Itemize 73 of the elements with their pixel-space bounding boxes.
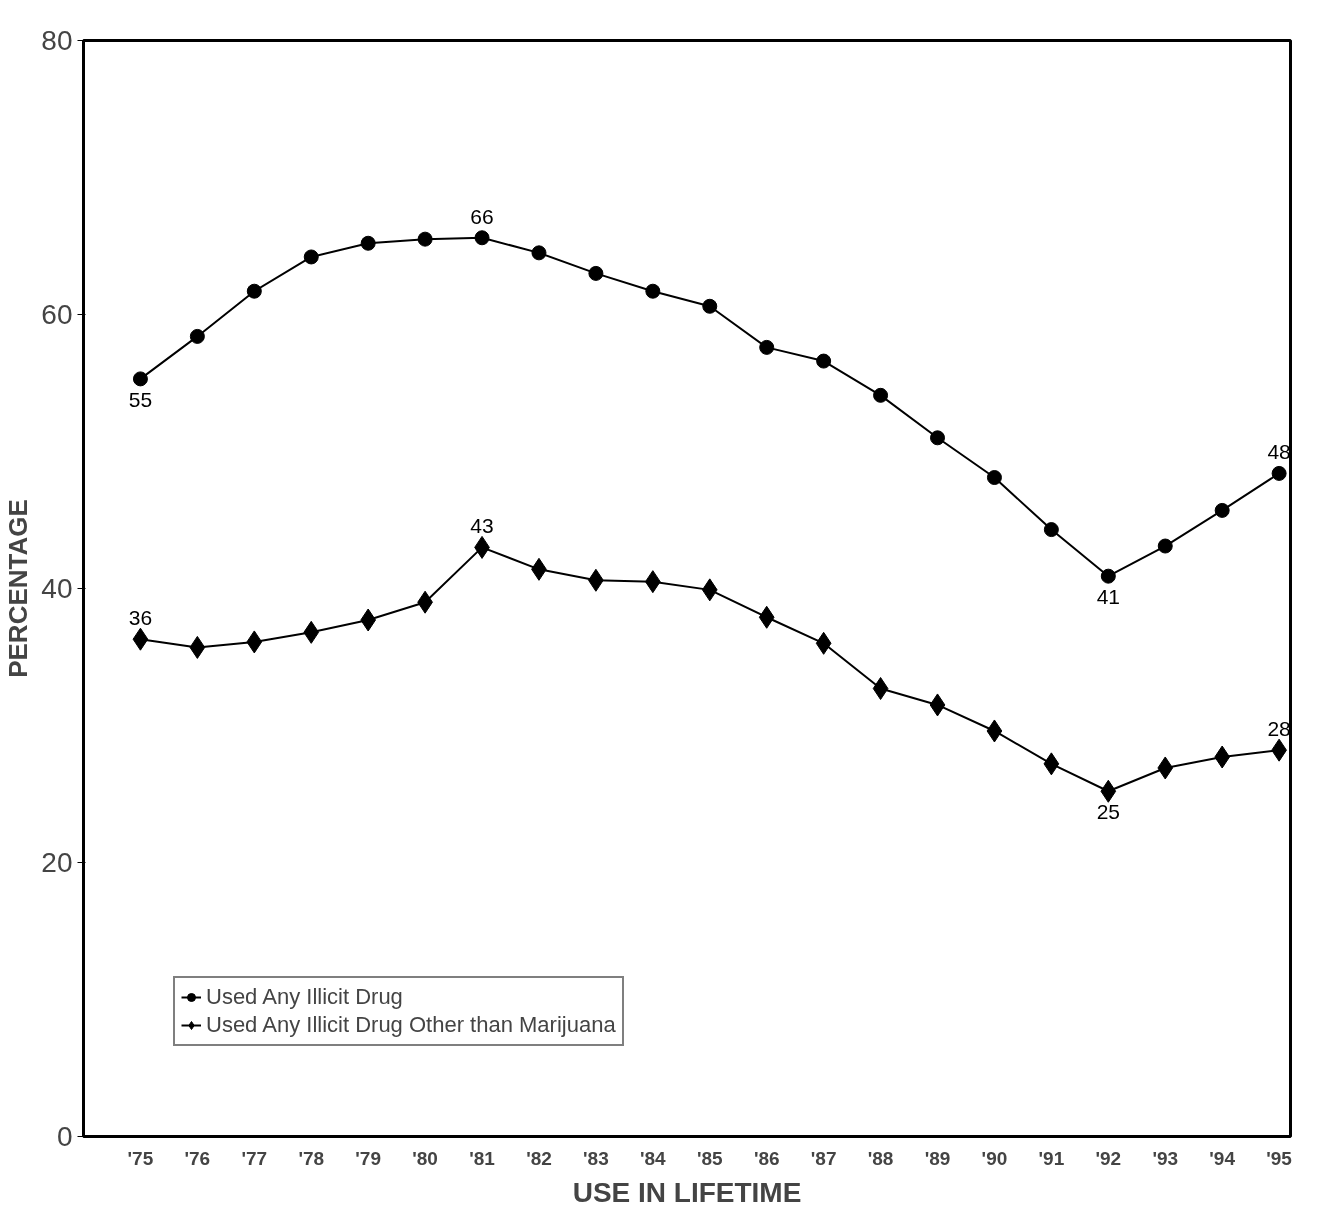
x-tick-label: '79 bbox=[355, 1147, 381, 1169]
point bbox=[645, 283, 661, 299]
point bbox=[986, 470, 1002, 486]
point bbox=[930, 430, 946, 446]
point bbox=[246, 283, 262, 299]
x-tick-label: '89 bbox=[924, 1147, 951, 1169]
point bbox=[132, 627, 149, 651]
point bbox=[816, 353, 832, 369]
x-tick-label: '75 bbox=[127, 1147, 154, 1169]
point bbox=[588, 265, 604, 281]
data-label: 41 bbox=[1096, 585, 1120, 609]
x-tick-label: '85 bbox=[696, 1147, 724, 1169]
point bbox=[873, 387, 889, 403]
x-tick-label: '92 bbox=[1095, 1147, 1122, 1169]
point bbox=[246, 630, 263, 654]
point bbox=[1271, 465, 1287, 481]
point bbox=[189, 328, 205, 344]
x-tick-label: '84 bbox=[640, 1147, 667, 1169]
x-tick-label: '76 bbox=[184, 1147, 211, 1169]
point bbox=[1100, 568, 1116, 584]
point bbox=[1043, 522, 1059, 538]
data-label: 25 bbox=[1096, 800, 1120, 824]
x-tick-label: '88 bbox=[867, 1147, 894, 1169]
point bbox=[1157, 538, 1173, 554]
x-tick-label: '86 bbox=[753, 1147, 780, 1169]
x-tick-label: '81 bbox=[469, 1147, 496, 1169]
y-tick-label: 60 bbox=[41, 299, 73, 330]
point bbox=[872, 677, 889, 701]
x-tick-label: '83 bbox=[583, 1147, 609, 1169]
legend-label: Used Any Illicit Drug bbox=[206, 984, 403, 1010]
point bbox=[360, 235, 376, 251]
point bbox=[303, 620, 320, 644]
point bbox=[758, 605, 775, 629]
point bbox=[1100, 779, 1117, 803]
x-tick-label: '87 bbox=[810, 1147, 837, 1169]
point bbox=[1043, 752, 1060, 776]
x-tick-label: '93 bbox=[1152, 1147, 1179, 1169]
y-tick-label: 80 bbox=[41, 25, 73, 56]
x-tick-label: '94 bbox=[1209, 1147, 1236, 1169]
y-tick-label: 20 bbox=[41, 847, 73, 878]
data-label: 55 bbox=[128, 387, 153, 411]
data-label: 66 bbox=[470, 204, 494, 228]
y-axis-title: PERCENTAGE bbox=[3, 499, 34, 678]
point bbox=[929, 693, 946, 717]
data-label: 48 bbox=[1267, 440, 1291, 464]
legend-label: Used Any Illicit Drug Other than Marijuana bbox=[206, 1012, 616, 1038]
y-tick-label: 40 bbox=[41, 573, 73, 604]
point bbox=[1214, 745, 1231, 769]
x-tick-label: '95 bbox=[1266, 1147, 1293, 1169]
point bbox=[1157, 756, 1174, 780]
x-tick-label: '90 bbox=[981, 1147, 1008, 1169]
x-tick-label: '80 bbox=[412, 1147, 438, 1169]
x-tick-label: '77 bbox=[241, 1147, 268, 1169]
x-tick-label: '91 bbox=[1038, 1147, 1065, 1169]
point bbox=[759, 339, 775, 355]
x-tick-label: '82 bbox=[526, 1147, 552, 1169]
x-axis-title: USE IN LIFETIME bbox=[572, 1176, 802, 1208]
point bbox=[474, 230, 490, 246]
y-tick-label: 0 bbox=[56, 1121, 73, 1152]
point bbox=[132, 371, 148, 387]
data-label: 43 bbox=[470, 514, 494, 538]
point bbox=[531, 245, 547, 261]
point bbox=[1214, 502, 1230, 518]
point bbox=[815, 631, 832, 655]
data-label: 36 bbox=[128, 606, 153, 630]
point bbox=[417, 231, 433, 247]
point bbox=[986, 719, 1003, 743]
point bbox=[701, 578, 718, 602]
point bbox=[303, 249, 319, 265]
data-label: 28 bbox=[1267, 717, 1291, 741]
point bbox=[702, 298, 718, 314]
x-tick-label: '78 bbox=[298, 1147, 325, 1169]
point bbox=[189, 635, 206, 659]
